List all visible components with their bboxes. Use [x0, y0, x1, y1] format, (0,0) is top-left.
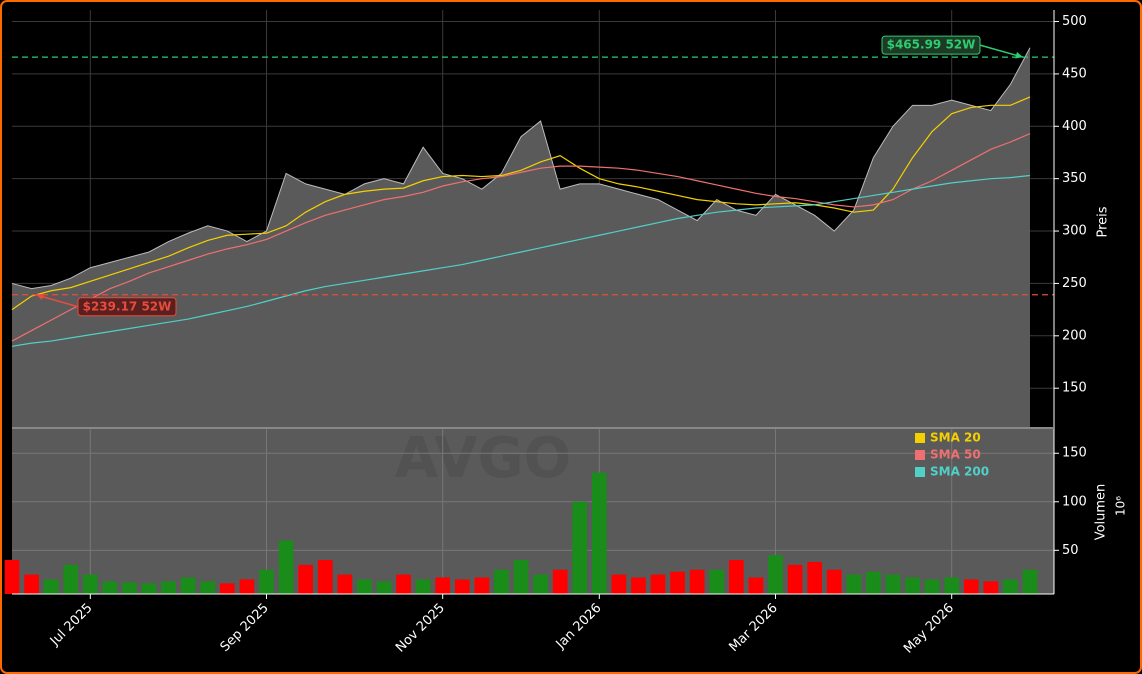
volume-bar — [670, 571, 685, 594]
volume-bar — [200, 581, 216, 594]
legend-label: SMA 20 — [930, 431, 981, 445]
volume-bar — [787, 564, 803, 594]
volume-bar — [591, 472, 607, 594]
legend-swatch — [915, 433, 925, 443]
price-line — [11, 47, 1031, 290]
volume-bar — [239, 579, 255, 594]
annotation: $239.17 52W — [83, 299, 172, 313]
volume-bar — [709, 569, 725, 594]
volume-bar — [454, 579, 470, 594]
volume-bar — [24, 574, 39, 594]
volume-bar — [631, 577, 646, 594]
volume-bar — [983, 581, 999, 594]
volume-bar — [885, 574, 901, 594]
annotation: $465.99 52W — [887, 38, 976, 52]
volume-bar — [729, 560, 744, 594]
volume-bar — [572, 501, 588, 594]
sma-line — [11, 174, 1031, 347]
legend-swatch — [915, 450, 925, 460]
volume-bar — [494, 569, 509, 594]
volume-bar — [357, 579, 372, 594]
volume-bar — [826, 569, 842, 594]
y-axis-label: Volumen — [1094, 484, 1109, 541]
volume-bar — [866, 571, 881, 594]
y-tick-label: 200 — [1062, 328, 1087, 343]
arrow-head — [1015, 51, 1023, 59]
legend-swatch — [915, 467, 925, 477]
annotation-arrow — [35, 294, 79, 308]
volume-bar — [846, 574, 862, 594]
volume-bar — [259, 569, 274, 594]
volume-bar — [43, 579, 59, 594]
volume-bar — [435, 577, 451, 594]
y-tick-label: 50 — [1062, 543, 1079, 558]
volume-panel — [12, 428, 1054, 594]
volume-bar — [376, 581, 392, 594]
volume-bar — [689, 569, 705, 594]
volume-bar — [650, 574, 666, 594]
volume-bar — [220, 583, 235, 594]
volume-bar — [1022, 569, 1038, 594]
volume-bar — [552, 569, 568, 594]
y-tick-label: 150 — [1062, 381, 1087, 396]
volume-bar — [337, 574, 353, 594]
sma-line — [11, 133, 1031, 342]
volume-bar — [611, 574, 627, 594]
volume-bar — [963, 579, 979, 594]
volume-bar — [122, 582, 137, 594]
y-axis-unit: 10⁶ — [1114, 496, 1128, 516]
price-area — [12, 47, 1030, 428]
y-tick-label: 100 — [1062, 494, 1087, 509]
volume-bar — [944, 577, 960, 594]
volume-bar — [807, 561, 822, 594]
volume-bar — [141, 583, 157, 594]
volume-bar — [82, 574, 98, 594]
y-tick-label: 400 — [1062, 119, 1087, 134]
volume-bar — [180, 577, 196, 594]
volume-bar — [905, 577, 920, 594]
legend-label: SMA 200 — [930, 465, 989, 479]
volume-bar — [63, 564, 79, 594]
volume-bar — [474, 577, 490, 594]
arrow-head — [36, 293, 44, 301]
y-tick-label: 450 — [1062, 66, 1087, 81]
y-axis-label: Preis — [1096, 206, 1111, 237]
volume-bar — [396, 574, 411, 594]
volume-bar — [533, 574, 548, 594]
volume-bar — [278, 540, 294, 594]
volume-bar — [748, 577, 764, 594]
y-tick-label: 500 — [1062, 14, 1087, 29]
annotation-arrow — [979, 44, 1024, 58]
volume-bar — [317, 560, 333, 594]
watermark: AVGO — [395, 426, 571, 491]
y-tick-label: 300 — [1062, 224, 1087, 239]
volume-bar — [102, 581, 118, 594]
y-tick-label: 350 — [1062, 171, 1087, 186]
volume-bar — [4, 560, 20, 594]
volume-bar — [298, 564, 313, 594]
volume-bar — [924, 579, 940, 594]
sma-line — [11, 96, 1031, 311]
legend-label: SMA 50 — [930, 448, 981, 462]
volume-bar — [161, 581, 176, 594]
volume-bar — [513, 560, 529, 594]
volume-bar — [1003, 579, 1018, 594]
volume-bar — [768, 555, 783, 594]
volume-bar — [415, 579, 431, 594]
y-tick-label: 150 — [1062, 446, 1087, 461]
y-tick-label: 250 — [1062, 276, 1087, 291]
